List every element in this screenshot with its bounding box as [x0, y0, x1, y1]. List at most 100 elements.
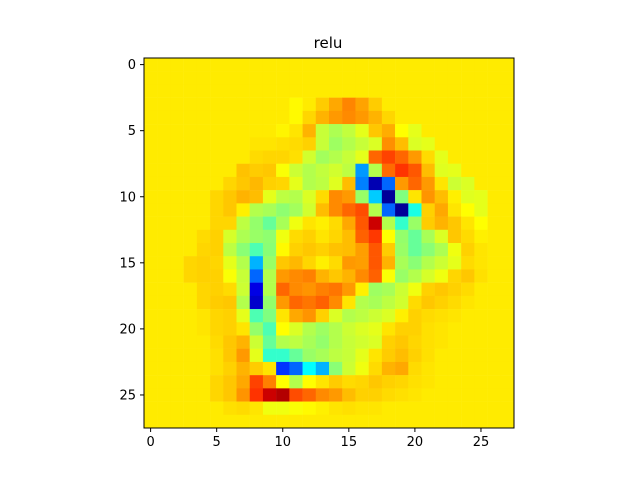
heatmap-cell [196, 176, 211, 191]
heatmap-cell [408, 229, 422, 244]
heatmap-cell [408, 163, 422, 178]
heatmap-cell [196, 58, 211, 72]
heatmap-cell [315, 295, 330, 310]
heatmap-cell [329, 375, 343, 389]
heatmap-cell [421, 97, 435, 112]
heatmap-cell [249, 256, 264, 270]
heatmap-cell [315, 216, 330, 231]
heatmap-cell [487, 176, 502, 191]
heatmap-cell [500, 295, 515, 310]
heatmap-cell [395, 203, 409, 217]
heatmap-cell [500, 203, 515, 217]
heatmap-cell [395, 229, 409, 244]
heatmap-cell [157, 71, 171, 85]
heatmap-cell [315, 269, 330, 283]
heatmap-cell [355, 176, 369, 191]
heatmap-cell [157, 282, 171, 297]
heatmap-cell [342, 282, 356, 297]
heatmap-cell [342, 216, 356, 231]
heatmap-cell [474, 295, 488, 310]
heatmap-cell [276, 388, 290, 402]
heatmap-cell [249, 375, 264, 389]
heatmap-cell [329, 309, 343, 323]
heatmap-cell [408, 309, 422, 323]
heatmap-cell [170, 348, 184, 363]
heatmap-cell [368, 203, 383, 217]
heatmap-cell [434, 137, 449, 151]
heatmap-cell [421, 163, 435, 178]
heatmap-cell [487, 58, 502, 72]
heatmap-cell [170, 309, 184, 323]
heatmap-cell [144, 163, 158, 178]
heatmap-cell [342, 309, 356, 323]
heatmap-cell [183, 190, 198, 204]
heatmap-cell [368, 124, 383, 138]
heatmap-cell [368, 176, 383, 191]
heatmap-cell [355, 361, 369, 376]
heatmap-cell [408, 243, 422, 257]
heatmap-cell [170, 84, 184, 98]
heatmap-cell [381, 322, 396, 336]
heatmap-cell [276, 150, 290, 164]
heatmap-cell [196, 295, 211, 310]
x-tick-label: 20 [407, 435, 424, 450]
heatmap-cell [236, 229, 250, 244]
heatmap-cell [368, 190, 383, 204]
chart-title: relu [314, 34, 343, 52]
heatmap-cell [447, 282, 462, 297]
heatmap-cell [236, 163, 250, 178]
heatmap-cell [461, 348, 475, 363]
heatmap-cell [381, 269, 396, 283]
heatmap-cell [487, 256, 502, 270]
heatmap-cell [487, 110, 502, 125]
heatmap-cell [276, 361, 290, 376]
heatmap-cell [144, 414, 158, 429]
heatmap-cell [276, 414, 290, 429]
heatmap-cell [223, 137, 237, 151]
heatmap-cell [342, 375, 356, 389]
heatmap-cell [302, 229, 317, 244]
heatmap-cell [276, 190, 290, 204]
heatmap-cell [262, 110, 277, 125]
heatmap-cell [447, 414, 462, 429]
heatmap-cell [329, 58, 343, 72]
heatmap-cell [249, 322, 264, 336]
heatmap-cell [474, 309, 488, 323]
heatmap-cell [474, 282, 488, 297]
heatmap-cell [500, 269, 515, 283]
heatmap-cell [223, 295, 237, 310]
heatmap-cell [262, 137, 277, 151]
heatmap-cell [302, 110, 317, 125]
heatmap-cell [236, 150, 250, 164]
heatmap-cell [315, 163, 330, 178]
heatmap-cell [262, 163, 277, 178]
heatmap-cell [355, 190, 369, 204]
heatmap-cell [262, 58, 277, 72]
heatmap-cell [276, 176, 290, 191]
heatmap-cell [236, 375, 250, 389]
heatmap-cell [447, 243, 462, 257]
heatmap-cell [421, 414, 435, 429]
heatmap-cell [447, 401, 462, 416]
heatmap-cell [342, 401, 356, 416]
heatmap-cell [236, 269, 250, 283]
heatmap-cell [144, 137, 158, 151]
heatmap-cell [223, 348, 237, 363]
heatmap-cell [408, 269, 422, 283]
heatmap-cell [262, 124, 277, 138]
heatmap-cell [276, 269, 290, 283]
heatmap-cell [170, 71, 184, 85]
heatmap-cell [183, 269, 198, 283]
heatmap-cell [368, 295, 383, 310]
heatmap-cell [315, 322, 330, 336]
heatmap-cell [355, 124, 369, 138]
heatmap-cell [170, 282, 184, 297]
heatmap-cell [381, 414, 396, 429]
heatmap-cell [329, 84, 343, 98]
heatmap-cell [302, 269, 317, 283]
heatmap-cell [368, 216, 383, 231]
heatmap-cell [461, 97, 475, 112]
heatmap-cell [461, 110, 475, 125]
heatmap-cell [236, 414, 250, 429]
heatmap-cell [408, 58, 422, 72]
